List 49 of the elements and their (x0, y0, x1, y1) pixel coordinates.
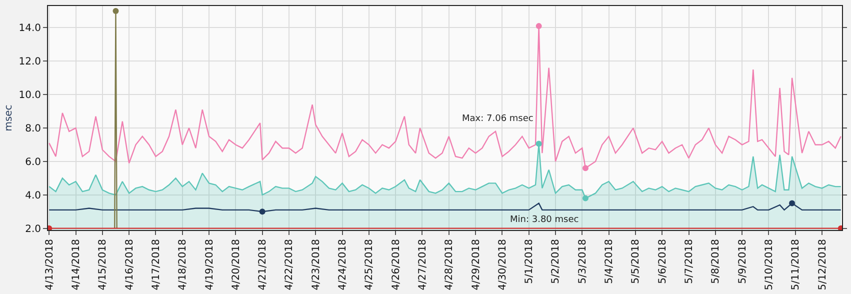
x-tick-label: 5/11/2018 (790, 239, 802, 290)
x-tick-label: 4/18/2018 (178, 239, 189, 290)
x-tick-label: 4/26/2018 (390, 239, 402, 290)
point (112, 8, 119, 14)
x-tick-label: 5/9/2018 (737, 239, 748, 284)
x-tick-label: 4/25/2018 (364, 239, 376, 290)
annotation: Min: 3.80 msec (510, 215, 579, 225)
x-tick-label: 5/4/2018 (604, 239, 616, 284)
y-tick-label: 2.0 (25, 224, 41, 235)
x-tick-label: 5/1/2018 (524, 239, 536, 284)
x-tick-label: 4/19/2018 (204, 239, 216, 290)
x-tick-label: 4/14/2018 (71, 239, 82, 290)
x-tick-label: 4/23/2018 (310, 239, 322, 290)
point (582, 165, 588, 172)
y-tick-label: 6.0 (25, 156, 41, 168)
x-tick-label: 5/2/2018 (550, 239, 562, 284)
x-tick-label: 4/17/2018 (150, 239, 162, 290)
y-tick-label: 8.0 (25, 124, 41, 135)
x-tick-label: 4/27/2018 (417, 239, 428, 290)
x-tick-label: 4/24/2018 (338, 239, 349, 290)
y-axis-title: msec (4, 104, 15, 132)
annotation: Max: 7.06 msec (462, 114, 534, 124)
x-tick-label: 4/28/2018 (444, 239, 456, 290)
point (259, 208, 266, 215)
x-tick-label: 4/15/2018 (98, 239, 109, 290)
point (536, 23, 542, 30)
x-tick-label: 4/30/2018 (497, 239, 508, 290)
point (536, 140, 542, 147)
point (582, 195, 588, 202)
x-tick-label: 5/6/2018 (657, 239, 668, 284)
point (48, 225, 52, 230)
x-tick-label: 5/10/2018 (764, 239, 775, 290)
x-tick-label: 4/13/2018 (44, 239, 56, 290)
y-tick-label: 10.0 (18, 90, 41, 102)
x-tick-label: 4/22/2018 (284, 239, 296, 290)
x-tick-label: 4/29/2018 (470, 239, 482, 290)
x-tick-label: 5/12/2018 (817, 239, 828, 290)
x-tick-label: 5/7/2018 (684, 239, 695, 284)
y-tick-label: 4.0 (25, 190, 41, 202)
point (789, 200, 796, 206)
x-tick-label: 5/8/2018 (710, 239, 722, 284)
y-tick-label: 12.0 (18, 56, 41, 68)
x-tick-label: 4/16/2018 (124, 239, 136, 290)
y-tick-label: 14.0 (18, 23, 41, 34)
x-tick-label: 4/21/2018 (258, 239, 269, 290)
point (838, 225, 842, 230)
x-tick-label: 5/3/2018 (577, 239, 588, 284)
x-tick-label: 5/5/2018 (630, 239, 642, 284)
x-tick-label: 4/20/2018 (230, 239, 242, 290)
